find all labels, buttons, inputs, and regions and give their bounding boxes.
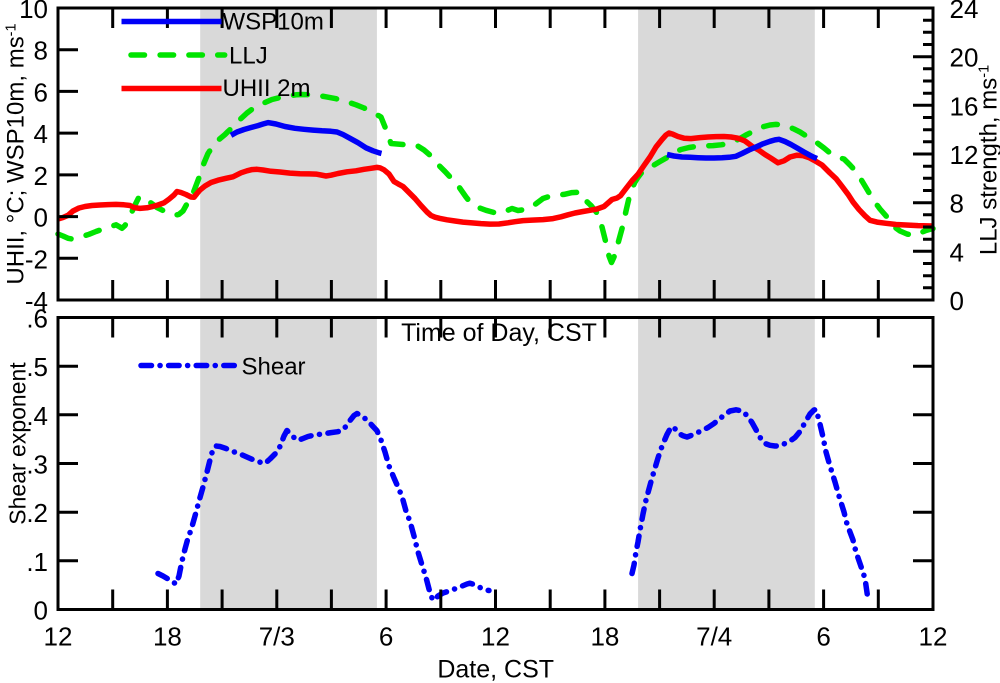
svg-text:UHII, °C; WSP10m, ms-1: UHII, °C; WSP10m, ms-1 — [3, 23, 30, 284]
svg-text:Shear: Shear — [242, 354, 306, 381]
svg-text:18: 18 — [153, 622, 182, 652]
svg-text:0: 0 — [950, 286, 964, 316]
svg-text:0: 0 — [34, 596, 48, 626]
svg-text:0: 0 — [34, 203, 48, 233]
svg-text:-2: -2 — [25, 244, 48, 274]
svg-text:4: 4 — [950, 237, 964, 267]
svg-text:LLJ strength, ms-1: LLJ strength, ms-1 — [976, 65, 1000, 255]
svg-text:8: 8 — [950, 189, 964, 219]
svg-text:WSP10m: WSP10m — [223, 9, 324, 36]
svg-text:16: 16 — [950, 91, 979, 121]
svg-text:18: 18 — [590, 622, 619, 652]
svg-text:.4: .4 — [26, 401, 48, 431]
svg-text:LLJ: LLJ — [229, 43, 268, 70]
svg-text:Date, CST: Date, CST — [437, 656, 554, 683]
svg-text:7/4: 7/4 — [696, 622, 732, 652]
svg-text:10: 10 — [19, 0, 48, 24]
svg-text:24: 24 — [950, 0, 979, 24]
svg-text:.3: .3 — [26, 450, 48, 480]
svg-text:Shear exponent: Shear exponent — [5, 362, 31, 525]
svg-text:UHII 2m: UHII 2m — [223, 75, 311, 102]
svg-text:.2: .2 — [26, 498, 48, 528]
svg-text:6: 6 — [379, 622, 393, 652]
svg-text:.1: .1 — [26, 547, 48, 577]
svg-text:8: 8 — [34, 36, 48, 66]
svg-text:.6: .6 — [26, 304, 48, 334]
svg-text:12: 12 — [481, 622, 510, 652]
svg-text:6: 6 — [34, 77, 48, 107]
svg-text:.5: .5 — [26, 352, 48, 382]
svg-text:6: 6 — [816, 622, 830, 652]
svg-text:-4: -4 — [25, 286, 48, 316]
svg-text:4: 4 — [34, 119, 48, 149]
svg-text:20: 20 — [950, 43, 979, 73]
svg-text:12: 12 — [919, 622, 948, 652]
svg-text:12: 12 — [950, 140, 979, 170]
svg-text:2: 2 — [34, 161, 48, 191]
svg-text:12: 12 — [44, 622, 73, 652]
svg-text:7/3: 7/3 — [259, 622, 295, 652]
svg-text:Time of Day, CST: Time of Day, CST — [401, 319, 597, 347]
